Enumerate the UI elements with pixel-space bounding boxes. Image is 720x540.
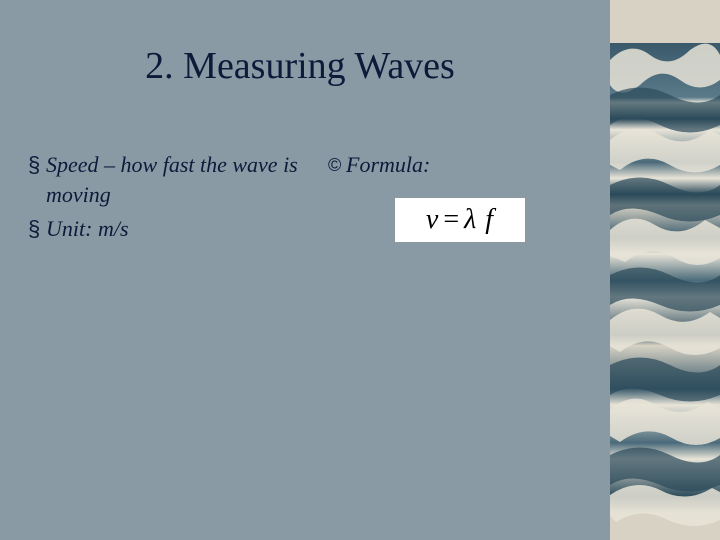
slide-title: 2. Measuring Waves: [0, 44, 600, 88]
left-column: § Speed – how fast the wave is moving § …: [28, 150, 308, 248]
bullet-item: § Speed – how fast the wave is moving: [28, 150, 308, 210]
bullet-item: § Unit: m/s: [28, 214, 308, 244]
equals-sign: =: [439, 204, 464, 235]
formula: v=λ f: [426, 204, 494, 236]
slide: 2. Measuring Waves § Speed – how fast th…: [0, 0, 720, 540]
bullet-text: Speed – how fast the wave is moving: [46, 150, 308, 210]
formula-box: v=λ f: [395, 198, 525, 242]
bullet-icon: §: [28, 214, 46, 244]
formula-f: f: [485, 204, 494, 235]
bullet-item: © Formula:: [328, 150, 588, 180]
bullet-text: Unit: m/s: [46, 214, 129, 244]
bullet-icon: ©: [328, 150, 346, 180]
bullet-icon: §: [28, 150, 46, 180]
wave-decoration: [610, 0, 720, 540]
formula-lhs: v: [426, 204, 439, 235]
bullet-text: Formula:: [346, 150, 430, 180]
formula-lambda: λ: [464, 204, 477, 235]
wave-svg: [610, 0, 720, 540]
